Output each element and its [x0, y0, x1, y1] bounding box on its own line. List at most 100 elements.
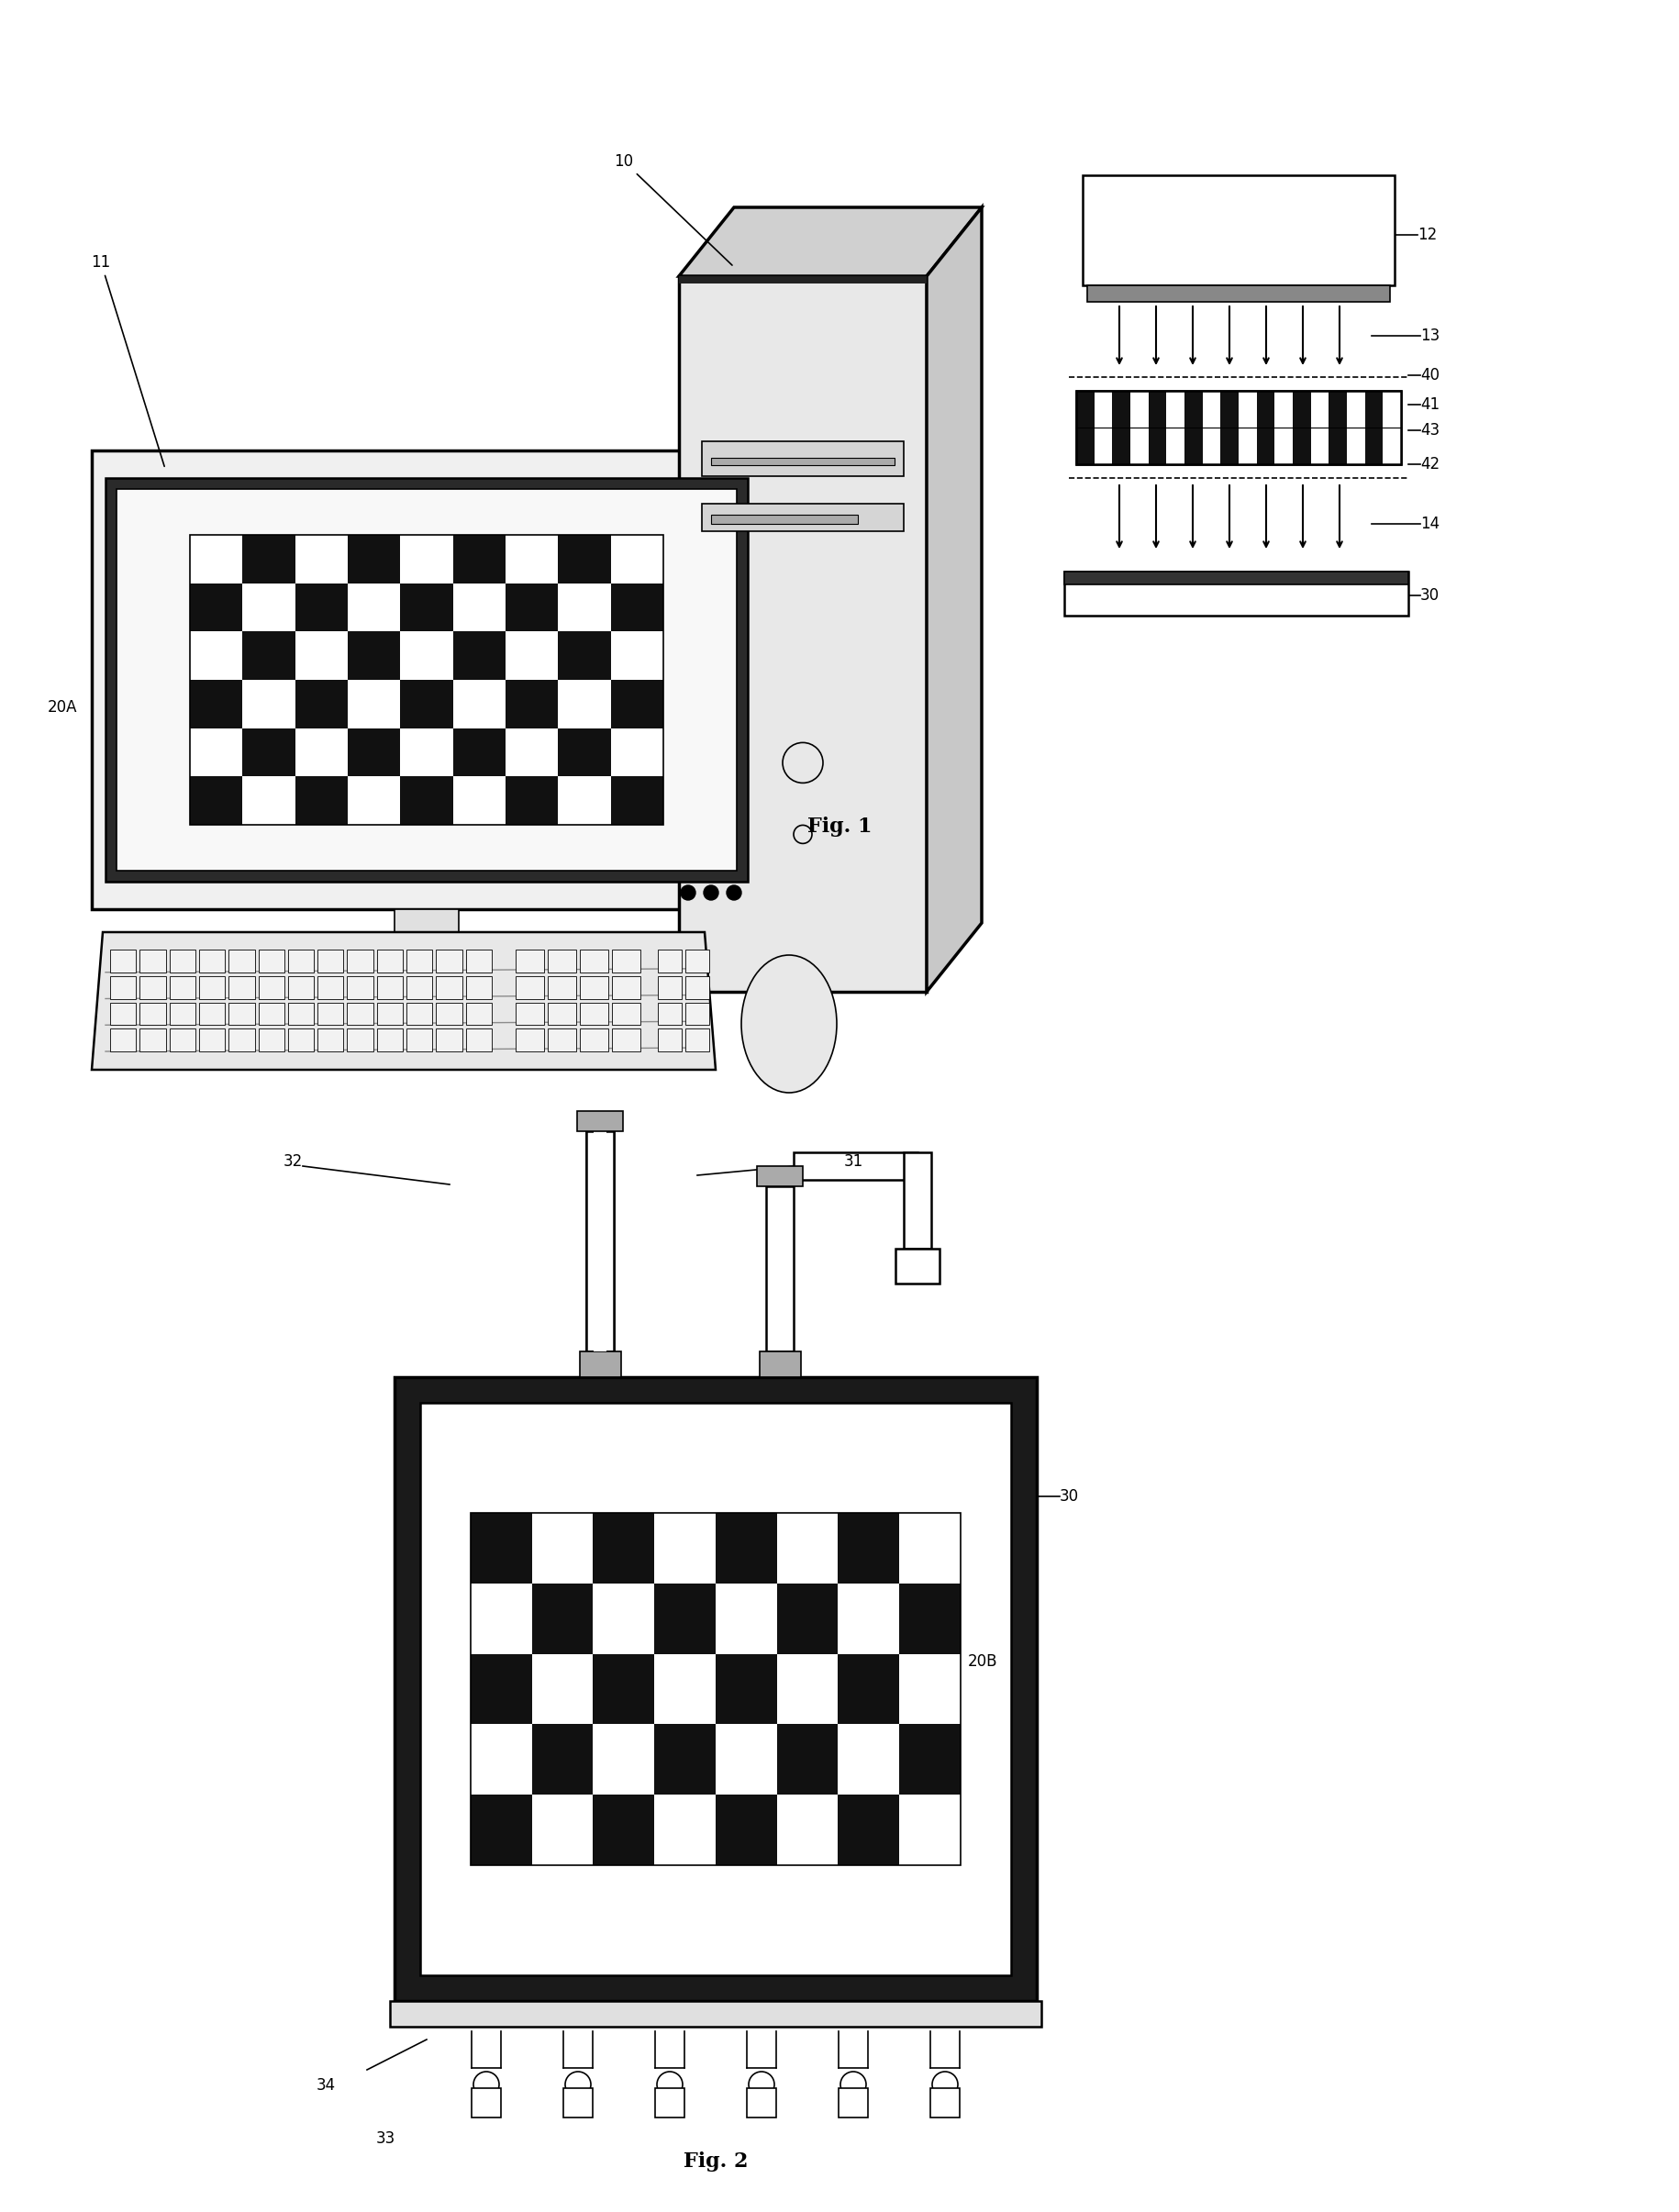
Bar — [678, 276, 927, 283]
Bar — [106, 478, 747, 883]
Bar — [111, 1029, 136, 1051]
Bar — [655, 1513, 715, 1584]
Bar — [348, 535, 400, 584]
Bar — [792, 1152, 917, 1179]
Bar — [1148, 392, 1165, 465]
Bar — [296, 584, 348, 630]
Bar — [453, 679, 505, 728]
Bar — [678, 276, 927, 991]
Bar — [593, 1130, 606, 1352]
Bar — [296, 728, 348, 776]
Bar — [505, 584, 557, 630]
Bar — [1293, 392, 1310, 465]
Bar — [611, 949, 640, 973]
Bar — [190, 679, 242, 728]
Bar — [1111, 392, 1130, 465]
Bar — [578, 1110, 623, 1130]
Bar — [655, 2088, 683, 2117]
Bar — [242, 728, 296, 776]
Bar — [1237, 392, 1256, 465]
Bar — [198, 1029, 225, 1051]
Bar — [715, 1584, 776, 1655]
Bar — [1076, 392, 1093, 465]
Bar — [586, 1130, 613, 1352]
Bar — [611, 679, 663, 728]
Text: 12: 12 — [1417, 226, 1436, 243]
Bar — [190, 776, 242, 825]
Bar — [895, 1248, 939, 1283]
Bar — [532, 1794, 593, 1865]
Bar — [348, 949, 373, 973]
Bar — [395, 909, 458, 960]
Bar — [437, 1002, 462, 1024]
Text: 43: 43 — [1419, 422, 1439, 438]
Bar — [898, 1794, 960, 1865]
Bar — [1093, 392, 1111, 465]
Text: 42: 42 — [1419, 456, 1439, 473]
Bar — [838, 1655, 898, 1725]
Bar — [1081, 175, 1394, 285]
Bar — [532, 1655, 593, 1725]
Bar — [465, 975, 492, 998]
Bar — [715, 1513, 776, 1584]
Bar — [593, 1584, 655, 1655]
Bar — [505, 679, 557, 728]
Bar — [400, 776, 453, 825]
Bar — [139, 949, 166, 973]
Bar — [1202, 392, 1221, 465]
Bar — [1221, 392, 1237, 465]
Bar — [400, 630, 453, 679]
Text: Fig. 1: Fig. 1 — [806, 816, 871, 836]
Bar — [685, 1029, 709, 1051]
Polygon shape — [678, 208, 981, 276]
Bar — [296, 535, 348, 584]
Bar — [1256, 392, 1274, 465]
Text: 14: 14 — [1419, 515, 1439, 533]
Bar — [658, 975, 682, 998]
Bar — [376, 1002, 403, 1024]
Bar — [111, 1002, 136, 1024]
Ellipse shape — [740, 956, 836, 1093]
Text: 34: 34 — [316, 2077, 336, 2093]
Circle shape — [727, 885, 740, 900]
Bar — [139, 1029, 166, 1051]
Bar — [593, 1655, 655, 1725]
Text: 11: 11 — [91, 254, 165, 467]
Text: 10: 10 — [615, 153, 732, 265]
Bar — [139, 1002, 166, 1024]
Bar — [317, 975, 344, 998]
Bar — [437, 1029, 462, 1051]
Bar — [453, 776, 505, 825]
Bar — [395, 1378, 1036, 2002]
Bar — [759, 1352, 801, 1378]
Bar — [611, 1029, 640, 1051]
Bar — [838, 1584, 898, 1655]
Ellipse shape — [413, 953, 522, 984]
Bar — [470, 1725, 532, 1794]
Bar — [170, 975, 195, 998]
Bar — [655, 1655, 715, 1725]
Bar — [390, 2002, 1041, 2026]
Bar — [776, 1725, 838, 1794]
Bar — [437, 949, 462, 973]
Bar — [242, 776, 296, 825]
Bar — [111, 949, 136, 973]
Bar — [400, 535, 453, 584]
Bar — [1382, 392, 1400, 465]
Text: 30: 30 — [1059, 1489, 1078, 1504]
Bar — [400, 728, 453, 776]
Bar — [547, 1029, 576, 1051]
Text: Fig. 2: Fig. 2 — [683, 2152, 747, 2172]
Bar — [317, 1029, 344, 1051]
Bar — [190, 728, 242, 776]
Bar — [116, 489, 737, 872]
Bar — [658, 949, 682, 973]
Bar — [198, 975, 225, 998]
Bar — [593, 1794, 655, 1865]
Bar — [562, 2088, 593, 2117]
Bar — [611, 630, 663, 679]
Bar — [348, 776, 400, 825]
Bar — [228, 949, 255, 973]
Bar — [593, 1725, 655, 1794]
Bar — [776, 1513, 838, 1584]
